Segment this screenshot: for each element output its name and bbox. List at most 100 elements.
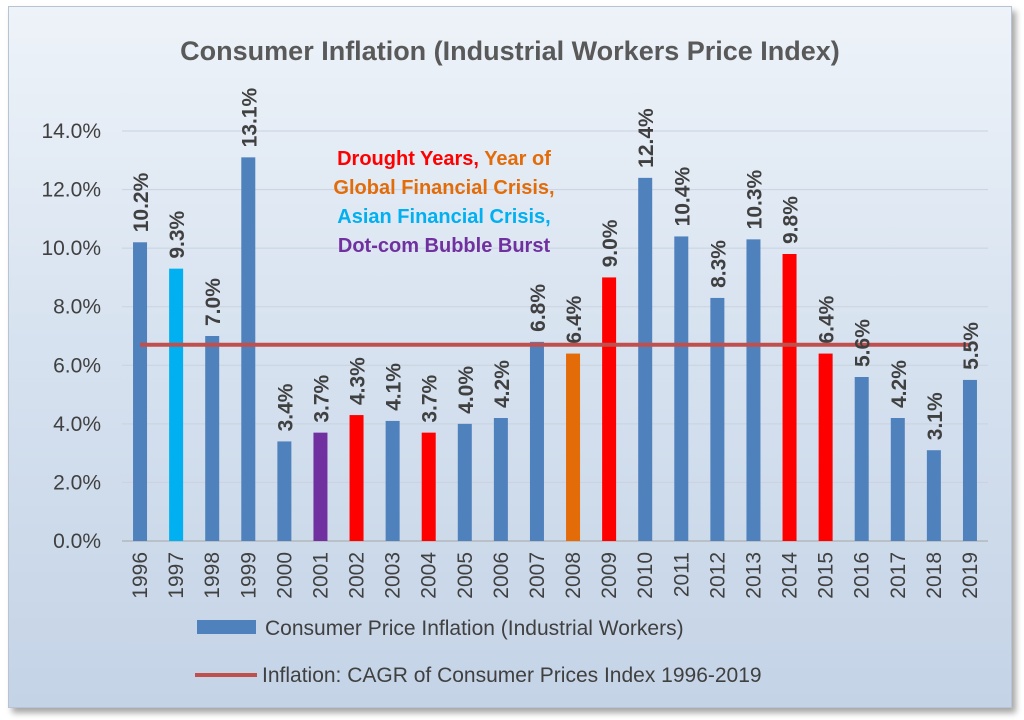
annotation-segment: Dot-com Bubble Burst [338, 235, 551, 257]
x-tick-label-2008: 2008 [562, 552, 585, 599]
bar-2012 [710, 297, 725, 541]
x-tick-label-2013: 2013 [742, 552, 765, 599]
data-label-1999: 13.1% [238, 87, 261, 147]
data-label-2017: 4.2% [888, 360, 911, 408]
data-label-2005: 4.0% [455, 366, 478, 414]
data-label-2010: 12.4% [635, 108, 658, 168]
y-tick-label: 8.0% [53, 296, 101, 319]
x-tick-label-2007: 2007 [526, 552, 549, 599]
x-tick-label-2006: 2006 [490, 552, 513, 599]
chart-frame: Consumer Inflation (Industrial Workers P… [8, 6, 1012, 708]
bar-2018 [926, 450, 941, 541]
y-tick-label: 6.0% [53, 354, 101, 377]
legend-line-label: Inflation: CAGR of Consumer Prices Index… [262, 664, 762, 687]
x-tick-label-2001: 2001 [309, 552, 332, 599]
bar-2007 [529, 341, 544, 541]
data-label-2009: 9.0% [599, 219, 622, 267]
x-tick-label-2009: 2009 [598, 552, 621, 599]
data-label-2008: 6.4% [563, 295, 586, 343]
bar-1998 [205, 336, 220, 541]
bar-2003 [385, 420, 400, 541]
y-tick-label: 12.0% [41, 179, 101, 202]
x-tick-label-2018: 2018 [923, 552, 946, 599]
y-tick-label: 4.0% [53, 413, 101, 436]
x-tick-label-2017: 2017 [887, 552, 910, 599]
data-label-2006: 4.2% [491, 360, 514, 408]
bars [133, 157, 977, 542]
x-tick-label-2015: 2015 [815, 552, 838, 599]
x-tick-label-1998: 1998 [201, 552, 224, 599]
annotation-line: Asian Financial Crisis, [337, 206, 550, 228]
x-tick-label-2000: 2000 [273, 552, 296, 599]
x-tick-label-1999: 1999 [237, 552, 260, 599]
data-label-2013: 10.3% [743, 169, 766, 229]
y-axis-ticks: 0.0% 2.0% 4.0% 6.0% 8.0% 10.0% 12.0% 14.0% [41, 120, 101, 553]
x-tick-label-2014: 2014 [779, 552, 802, 599]
annotation-segment: Year of [479, 148, 551, 170]
data-label-2015: 6.4% [816, 295, 839, 343]
x-tick-label-2011: 2011 [670, 552, 693, 597]
bar-2002 [349, 415, 364, 541]
legend-bar-label: Consumer Price Inflation (Industrial Wor… [265, 617, 684, 640]
data-label-2000: 3.4% [274, 383, 297, 431]
data-label-2012: 8.3% [707, 240, 730, 288]
data-label-2001: 3.7% [310, 374, 333, 422]
color-key-annotation: Drought Years, Year of Global Financial C… [333, 148, 554, 257]
bar-2011 [674, 236, 689, 541]
data-label-2003: 4.1% [383, 363, 406, 411]
annotation-line: Global Financial Crisis, [333, 177, 554, 199]
data-label-2002: 4.3% [347, 357, 370, 405]
data-label-2019: 5.5% [960, 322, 983, 370]
bar-2010 [638, 177, 653, 541]
bar-2001 [313, 432, 328, 541]
y-tick-label: 14.0% [41, 120, 101, 143]
annotation-segment: Global Financial Crisis, [333, 177, 554, 199]
x-tick-label-2005: 2005 [454, 552, 477, 599]
chart-title: Consumer Inflation (Industrial Workers P… [180, 36, 840, 66]
data-label-1996: 10.2% [130, 172, 153, 232]
annotation-line: Dot-com Bubble Burst [338, 235, 551, 257]
data-label-2011: 10.4% [671, 167, 694, 227]
bar-2016 [854, 377, 869, 541]
data-label-1998: 7.0% [202, 278, 225, 326]
x-axis-ticks: 1996 1997 1998 1999 2000 2001 2002 2003 2004 2005… [129, 552, 982, 599]
x-tick-label-2012: 2012 [706, 552, 729, 599]
y-tick-label: 2.0% [53, 471, 101, 494]
data-label-2014: 9.8% [780, 196, 803, 244]
x-tick-label-2016: 2016 [851, 552, 874, 599]
x-tick-label-1996: 1996 [129, 552, 152, 599]
data-label-2018: 3.1% [924, 392, 947, 440]
legend: Consumer Price Inflation (Industrial Wor… [195, 617, 762, 687]
data-label-2007: 6.8% [527, 284, 550, 332]
bar-1997 [169, 268, 184, 541]
x-tick-label-2002: 2002 [346, 552, 369, 599]
annotation-line: Drought Years, Year of [337, 148, 551, 170]
x-tick-label-2019: 2019 [959, 552, 982, 599]
legend-bar-swatch [197, 620, 256, 634]
bar-chart: Consumer Inflation (Industrial Workers P… [41, 36, 988, 687]
bar-2004 [421, 432, 436, 541]
bar-2019 [962, 379, 977, 541]
bar-2006 [493, 418, 508, 541]
data-label-2016: 5.6% [852, 319, 875, 367]
x-tick-label-2010: 2010 [634, 552, 657, 599]
y-tick-label: 10.0% [41, 237, 101, 260]
annotation-segment: Drought Years, [337, 148, 479, 170]
bar-2000 [277, 441, 292, 541]
bar-2015 [818, 353, 833, 541]
annotation-segment: Asian Financial Crisis, [337, 206, 550, 228]
data-label-1997: 9.3% [166, 210, 189, 258]
bar-2013 [746, 239, 761, 541]
x-tick-label-2003: 2003 [382, 552, 405, 599]
bar-2008 [566, 353, 581, 541]
bar-1996 [133, 242, 148, 542]
x-tick-label-2004: 2004 [418, 552, 441, 599]
gridlines [122, 130, 988, 542]
bar-2005 [457, 423, 472, 541]
y-tick-label: 0.0% [53, 530, 101, 553]
data-label-2004: 3.7% [419, 374, 442, 422]
bar-2014 [782, 254, 797, 541]
bar-2009 [602, 277, 617, 541]
bar-2017 [890, 418, 905, 541]
bar-1999 [241, 157, 256, 541]
